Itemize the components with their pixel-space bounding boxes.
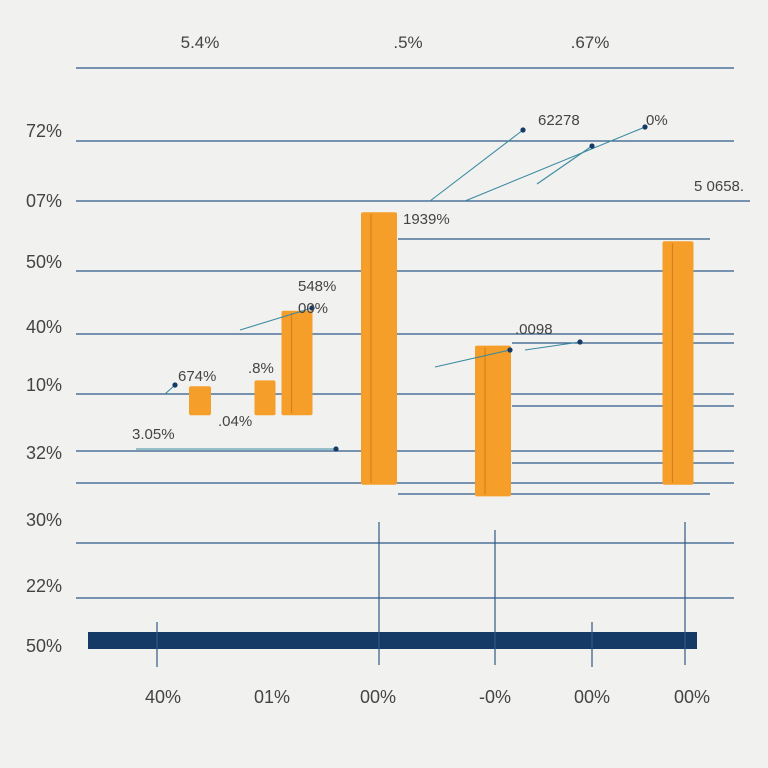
annotation-label: 0% bbox=[646, 112, 668, 129]
bar bbox=[361, 212, 397, 485]
data-annotations: 3.05% 674% .04% .8% 548% 00% 1939% .0098… bbox=[132, 112, 744, 443]
baseline-bar bbox=[88, 632, 697, 649]
top-labels: 5.4% .5% .67% bbox=[181, 33, 610, 52]
leader-line bbox=[434, 349, 511, 368]
top-label: .5% bbox=[393, 33, 422, 52]
y-tick-label: 72% bbox=[26, 121, 62, 141]
bar bbox=[281, 310, 313, 416]
annotation-label: 00% bbox=[298, 300, 328, 317]
y-axis-tick-labels: 72% 07% 50% 40% 10% 32% 30% 22% 50% bbox=[26, 121, 62, 656]
leader-line bbox=[536, 145, 593, 185]
bar bbox=[254, 380, 276, 416]
bar bbox=[189, 386, 211, 416]
y-tick-label: 10% bbox=[26, 375, 62, 395]
leader-arrowhead bbox=[507, 347, 513, 353]
bar-series bbox=[189, 212, 694, 497]
x-tick-label: -0% bbox=[479, 687, 511, 707]
y-tick-label: 07% bbox=[26, 191, 62, 211]
annotation-label: 62278 bbox=[538, 112, 580, 129]
leader-line bbox=[524, 341, 581, 351]
top-label: 5.4% bbox=[181, 33, 220, 52]
annotation-label: .04% bbox=[218, 413, 252, 430]
y-tick-label: 40% bbox=[26, 317, 62, 337]
annotation-leaders bbox=[136, 124, 648, 452]
bar-stems bbox=[156, 522, 686, 667]
leader-line bbox=[429, 129, 524, 202]
leader-arrowhead bbox=[577, 339, 583, 345]
y-tick-label: 30% bbox=[26, 510, 62, 530]
top-label: .67% bbox=[571, 33, 610, 52]
y-tick-label: 32% bbox=[26, 443, 62, 463]
leader-arrowhead bbox=[172, 382, 178, 388]
x-tick-label: 00% bbox=[574, 687, 610, 707]
gridlines bbox=[76, 67, 750, 599]
leader-arrowhead bbox=[642, 124, 648, 130]
bar bbox=[662, 241, 694, 485]
y-tick-label: 22% bbox=[26, 576, 62, 596]
annotation-label: .0098 bbox=[515, 321, 553, 338]
annotation-label: 674% bbox=[178, 368, 216, 385]
annotation-label: 3.05% bbox=[132, 426, 175, 443]
x-tick-label: 00% bbox=[360, 687, 396, 707]
x-tick-label: 00% bbox=[674, 687, 710, 707]
leader-line bbox=[464, 126, 646, 202]
leader-arrowhead bbox=[309, 305, 315, 311]
annotation-label: 548% bbox=[298, 278, 336, 295]
y-tick-label: 50% bbox=[26, 636, 62, 656]
leader-arrowhead bbox=[333, 446, 339, 452]
x-tick-label: 40% bbox=[145, 687, 181, 707]
y-tick-label: 50% bbox=[26, 252, 62, 272]
x-axis-tick-labels: 40% 01% 00% -0% 00% 00% bbox=[145, 687, 710, 707]
leader-arrowhead bbox=[520, 127, 526, 133]
annotation-label: .8% bbox=[248, 360, 274, 377]
x-tick-label: 01% bbox=[254, 687, 290, 707]
leader-arrowhead bbox=[589, 143, 595, 149]
leader-line bbox=[239, 307, 313, 331]
annotation-label: 5 0658. bbox=[694, 178, 744, 195]
annotation-label: 1939% bbox=[403, 211, 450, 228]
bar bbox=[475, 345, 511, 497]
